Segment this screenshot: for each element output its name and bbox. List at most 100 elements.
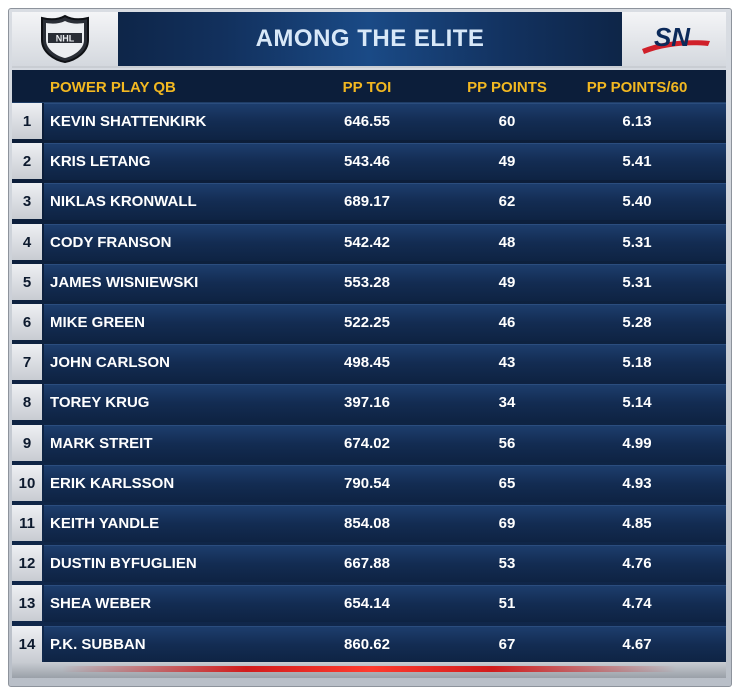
row-bar: KEVIN SHATTENKIRK 646.55 60 6.13 bbox=[44, 103, 726, 140]
column-header-row: POWER PLAY QB PP TOI PP POINTS PP POINTS… bbox=[12, 70, 726, 103]
rank-badge: 8 bbox=[12, 384, 42, 420]
pp-points-per-60-value: 4.99 bbox=[622, 435, 652, 452]
pp-points-per-60-value: 5.40 bbox=[622, 193, 652, 210]
pp-points-value: 60 bbox=[498, 113, 516, 130]
pp-toi-value: 522.25 bbox=[344, 314, 390, 331]
pp-points-value: 56 bbox=[498, 435, 516, 452]
table-row: 8 TOREY KRUG 397.16 34 5.14 bbox=[12, 384, 726, 421]
player-name: JAMES WISNIEWSKI bbox=[50, 274, 199, 291]
rank-badge: 11 bbox=[12, 505, 42, 541]
player-name: DUSTIN BYFUGLIEN bbox=[50, 555, 197, 572]
nhl-logo: NHL bbox=[12, 12, 118, 66]
row-bar: JOHN CARLSON 498.45 43 5.18 bbox=[44, 344, 726, 381]
pp-toi-value: 860.62 bbox=[344, 636, 390, 653]
row-bar: KEITH YANDLE 854.08 69 4.85 bbox=[44, 505, 726, 542]
pp-toi-value: 646.55 bbox=[344, 113, 390, 130]
rank-badge: 12 bbox=[12, 545, 42, 581]
rank-badge: 4 bbox=[12, 224, 42, 260]
rank-badge: 2 bbox=[12, 143, 42, 179]
table-row: 1 KEVIN SHATTENKIRK 646.55 60 6.13 bbox=[12, 103, 726, 140]
rank-badge: 5 bbox=[12, 264, 42, 300]
sportsnet-logo: SN bbox=[622, 12, 726, 66]
player-name: CODY FRANSON bbox=[50, 234, 172, 251]
player-name: KEVIN SHATTENKIRK bbox=[50, 113, 207, 130]
pp-toi-value: 790.54 bbox=[344, 475, 390, 492]
table-row: 5 JAMES WISNIEWSKI 553.28 49 5.31 bbox=[12, 264, 726, 301]
player-name: KEITH YANDLE bbox=[50, 515, 160, 532]
pp-points-value: 48 bbox=[498, 234, 516, 251]
pp-points-per-60-value: 4.76 bbox=[622, 555, 652, 572]
pp-toi-value: 397.16 bbox=[344, 394, 390, 411]
table-row: 2 KRIS LETANG 543.46 49 5.41 bbox=[12, 143, 726, 180]
pp-points-value: 34 bbox=[498, 394, 516, 411]
player-name: KRIS LETANG bbox=[50, 153, 151, 170]
pp-points-per-60-value: 4.85 bbox=[622, 515, 652, 532]
table-row: 11 KEITH YANDLE 854.08 69 4.85 bbox=[12, 505, 726, 542]
player-name: MIKE GREEN bbox=[50, 314, 146, 331]
row-bar: SHEA WEBER 654.14 51 4.74 bbox=[44, 585, 726, 622]
pp-points-per-60-value: 4.67 bbox=[622, 636, 652, 653]
sportsnet-logo-text: SN bbox=[654, 22, 691, 52]
row-bar: NIKLAS KRONWALL 689.17 62 5.40 bbox=[44, 183, 726, 220]
player-name: TOREY KRUG bbox=[50, 394, 150, 411]
pp-toi-value: 674.02 bbox=[344, 435, 390, 452]
sportsnet-icon: SN bbox=[642, 22, 710, 54]
pp-points-per-60-value: 5.31 bbox=[622, 234, 652, 251]
pp-toi-value: 689.17 bbox=[344, 193, 390, 210]
row-bar: DUSTIN BYFUGLIEN 667.88 53 4.76 bbox=[44, 545, 726, 582]
pp-points-value: 49 bbox=[498, 153, 516, 170]
rank-badge: 3 bbox=[12, 183, 42, 219]
pp-toi-value: 553.28 bbox=[344, 274, 390, 291]
pp-points-per-60-value: 4.93 bbox=[622, 475, 652, 492]
table-row: 12 DUSTIN BYFUGLIEN 667.88 53 4.76 bbox=[12, 545, 726, 582]
header-bar bbox=[12, 12, 726, 68]
player-name: NIKLAS KRONWALL bbox=[50, 193, 197, 210]
graphic-title: AMONG THE ELITE bbox=[255, 25, 485, 52]
row-bar: ERIK KARLSSON 790.54 65 4.93 bbox=[44, 465, 726, 502]
pp-points-value: 43 bbox=[498, 354, 516, 371]
player-name: JOHN CARLSON bbox=[50, 354, 171, 371]
column-header-player: POWER PLAY QB bbox=[50, 79, 176, 96]
table-row: 7 JOHN CARLSON 498.45 43 5.18 bbox=[12, 344, 726, 381]
pp-toi-value: 854.08 bbox=[344, 515, 390, 532]
row-bar: CODY FRANSON 542.42 48 5.31 bbox=[44, 224, 726, 261]
row-bar: JAMES WISNIEWSKI 553.28 49 5.31 bbox=[44, 264, 726, 301]
pp-points-value: 67 bbox=[498, 636, 516, 653]
column-header-pp-points-per-60: PP POINTS/60 bbox=[586, 79, 688, 96]
pp-points-value: 49 bbox=[498, 274, 516, 291]
row-bar: P.K. SUBBAN 860.62 67 4.67 bbox=[44, 626, 726, 663]
rank-badge: 13 bbox=[12, 585, 42, 621]
rank-badge: 1 bbox=[12, 103, 42, 139]
rank-badge: 14 bbox=[12, 626, 42, 662]
stats-table: POWER PLAY QB PP TOI PP POINTS PP POINTS… bbox=[12, 70, 726, 663]
pp-points-per-60-value: 5.41 bbox=[622, 153, 652, 170]
rank-badge: 9 bbox=[12, 425, 42, 461]
pp-toi-value: 543.46 bbox=[344, 153, 390, 170]
bottom-bar bbox=[12, 662, 726, 678]
row-bar: KRIS LETANG 543.46 49 5.41 bbox=[44, 143, 726, 180]
pp-points-value: 51 bbox=[498, 595, 516, 612]
pp-points-value: 69 bbox=[498, 515, 516, 532]
row-bar: TOREY KRUG 397.16 34 5.14 bbox=[44, 384, 726, 421]
pp-points-value: 53 bbox=[498, 555, 516, 572]
pp-toi-value: 498.45 bbox=[344, 354, 390, 371]
rank-badge: 6 bbox=[12, 304, 42, 340]
pp-points-value: 65 bbox=[498, 475, 516, 492]
pp-points-per-60-value: 5.18 bbox=[622, 354, 652, 371]
player-name: SHEA WEBER bbox=[50, 595, 152, 612]
row-bar: MARK STREIT 674.02 56 4.99 bbox=[44, 425, 726, 462]
table-row: 13 SHEA WEBER 654.14 51 4.74 bbox=[12, 585, 726, 622]
table-row: 3 NIKLAS KRONWALL 689.17 62 5.40 bbox=[12, 183, 726, 220]
pp-points-per-60-value: 5.28 bbox=[622, 314, 652, 331]
bottom-accent-stripe bbox=[62, 666, 676, 672]
pp-points-value: 46 bbox=[498, 314, 516, 331]
nhl-shield-icon: NHL bbox=[41, 14, 89, 64]
row-bar: MIKE GREEN 522.25 46 5.28 bbox=[44, 304, 726, 341]
player-name: MARK STREIT bbox=[50, 435, 153, 452]
nhl-logo-text: NHL bbox=[56, 34, 75, 44]
pp-toi-value: 654.14 bbox=[344, 595, 390, 612]
player-name: ERIK KARLSSON bbox=[50, 475, 175, 492]
pp-toi-value: 542.42 bbox=[344, 234, 390, 251]
table-row: 10 ERIK KARLSSON 790.54 65 4.93 bbox=[12, 465, 726, 502]
rank-badge: 7 bbox=[12, 344, 42, 380]
